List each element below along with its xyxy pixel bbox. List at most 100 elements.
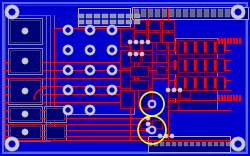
Bar — [186, 76, 194, 90]
Bar — [174, 78, 176, 88]
Bar — [208, 142, 212, 146]
Bar — [206, 76, 214, 90]
Bar — [130, 80, 148, 90]
Bar — [168, 90, 178, 98]
Bar — [216, 40, 224, 54]
Bar — [221, 38, 223, 44]
Bar — [190, 9, 195, 17]
Bar — [206, 58, 214, 72]
Bar — [230, 38, 232, 44]
Circle shape — [85, 45, 95, 55]
Bar — [184, 42, 186, 52]
Bar — [130, 54, 140, 62]
Bar — [196, 76, 204, 90]
Bar — [194, 42, 196, 52]
Bar — [184, 78, 186, 88]
Circle shape — [9, 9, 15, 15]
Circle shape — [63, 45, 73, 55]
Bar — [140, 120, 150, 128]
Circle shape — [5, 5, 19, 19]
Bar — [233, 38, 235, 44]
Bar — [194, 42, 196, 52]
Bar — [134, 14, 140, 18]
Bar — [134, 32, 146, 42]
Circle shape — [128, 52, 132, 56]
Circle shape — [66, 88, 70, 92]
Bar — [168, 66, 178, 74]
Bar — [130, 42, 140, 50]
Bar — [186, 40, 194, 54]
Bar — [94, 20, 100, 24]
Bar — [121, 51, 133, 67]
Circle shape — [146, 40, 150, 44]
Bar — [232, 9, 237, 17]
Bar — [184, 60, 186, 70]
Circle shape — [146, 116, 150, 120]
Circle shape — [22, 129, 28, 135]
Bar — [86, 14, 92, 18]
Circle shape — [128, 40, 132, 44]
Bar — [54, 28, 134, 114]
Bar — [178, 142, 182, 146]
Circle shape — [110, 48, 114, 52]
Bar — [239, 38, 241, 44]
Circle shape — [5, 137, 19, 151]
Circle shape — [88, 88, 92, 92]
Bar — [142, 54, 152, 62]
Bar — [130, 66, 148, 76]
Circle shape — [66, 28, 70, 32]
Bar — [156, 54, 166, 62]
Bar — [238, 142, 242, 146]
Bar — [126, 20, 132, 24]
Bar — [183, 9, 188, 17]
Circle shape — [140, 40, 144, 44]
Bar — [202, 142, 206, 146]
Bar — [148, 32, 160, 42]
Bar — [148, 20, 160, 30]
Bar — [120, 70, 134, 88]
Circle shape — [134, 40, 138, 44]
Bar — [132, 7, 248, 19]
Bar — [172, 142, 176, 146]
Bar — [211, 9, 216, 17]
Circle shape — [66, 108, 70, 112]
Bar — [155, 9, 160, 17]
Circle shape — [9, 141, 15, 147]
Bar — [176, 40, 184, 54]
Bar — [190, 142, 194, 146]
Bar — [139, 71, 151, 87]
Circle shape — [178, 88, 182, 92]
Bar — [102, 14, 108, 18]
Circle shape — [88, 28, 92, 32]
Circle shape — [110, 68, 114, 72]
Circle shape — [63, 85, 73, 95]
Circle shape — [140, 52, 144, 56]
Bar — [218, 38, 220, 44]
Bar — [121, 91, 133, 107]
Bar — [239, 95, 241, 101]
Bar — [169, 9, 174, 17]
Bar — [4, 15, 50, 141]
Bar — [8, 18, 42, 44]
Bar — [196, 40, 204, 54]
Bar — [224, 95, 226, 101]
Bar — [214, 78, 216, 88]
Bar — [134, 9, 139, 17]
Circle shape — [235, 141, 241, 147]
Bar — [218, 9, 223, 17]
Bar — [110, 20, 116, 24]
Circle shape — [150, 128, 154, 132]
Circle shape — [107, 45, 117, 55]
Circle shape — [148, 126, 156, 134]
Bar — [44, 106, 66, 122]
Circle shape — [88, 108, 92, 112]
Bar — [230, 95, 232, 101]
Bar — [8, 124, 42, 140]
Circle shape — [150, 102, 154, 106]
Circle shape — [22, 88, 28, 94]
Bar — [168, 42, 178, 50]
Bar — [214, 78, 216, 88]
Bar — [239, 9, 244, 17]
Bar — [141, 9, 146, 17]
Bar — [8, 78, 42, 104]
